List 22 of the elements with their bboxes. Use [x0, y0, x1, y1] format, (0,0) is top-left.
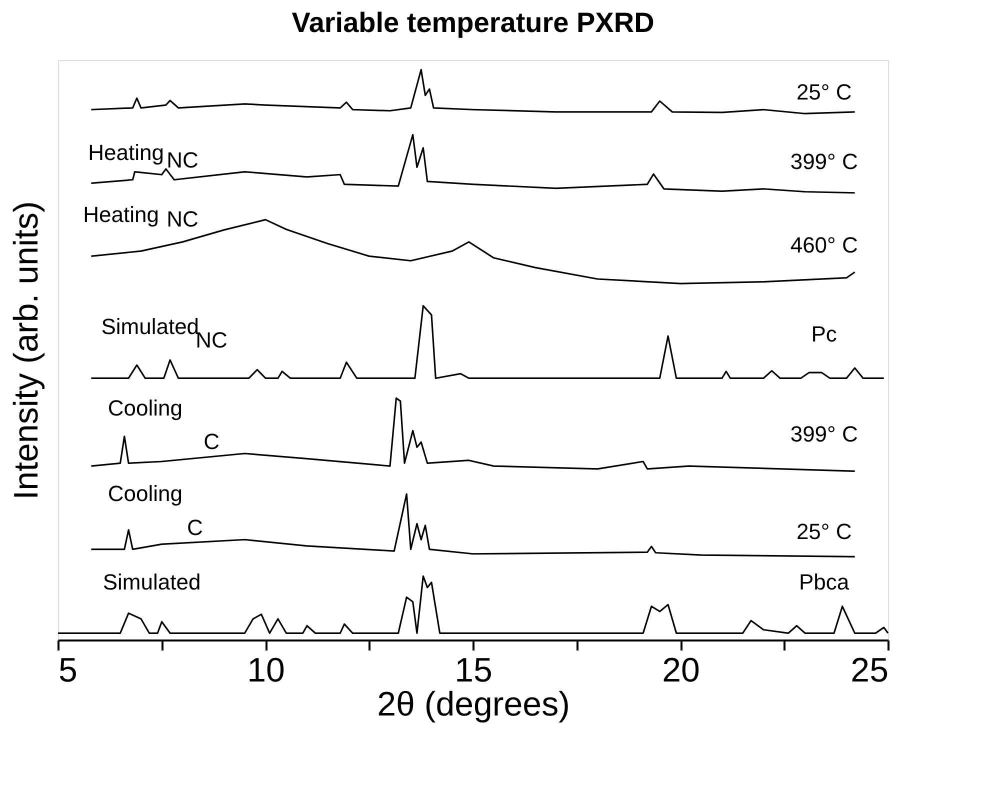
annotation: 25° C [796, 79, 852, 104]
x-tick-label: 25 [850, 652, 888, 690]
annotation: Heating [83, 202, 159, 227]
annotation: C [187, 515, 204, 540]
annotation: Simulated [102, 570, 201, 595]
annotation: 399° C [790, 149, 858, 174]
annotation: NC [166, 147, 198, 172]
annotation: NC [166, 206, 198, 232]
chart-title: Variable temperature PXRD [292, 7, 654, 38]
annotation: 25° C [796, 519, 852, 544]
x-tick-label: 20 [662, 652, 700, 690]
annotation: Pc [811, 321, 837, 346]
annotation: Heating [88, 140, 164, 165]
annotation: C [204, 429, 220, 454]
annotation: Pbca [799, 570, 850, 595]
annotation: Cooling [108, 396, 182, 421]
y-axis-title: Intensity (arb. units) [8, 201, 46, 500]
x-tick-label: 10 [247, 652, 285, 690]
x-tick-label: 5 [58, 652, 78, 690]
annotation: 460° C [790, 232, 858, 258]
annotation: 399° C [790, 422, 858, 447]
annotation: Cooling [108, 480, 182, 506]
